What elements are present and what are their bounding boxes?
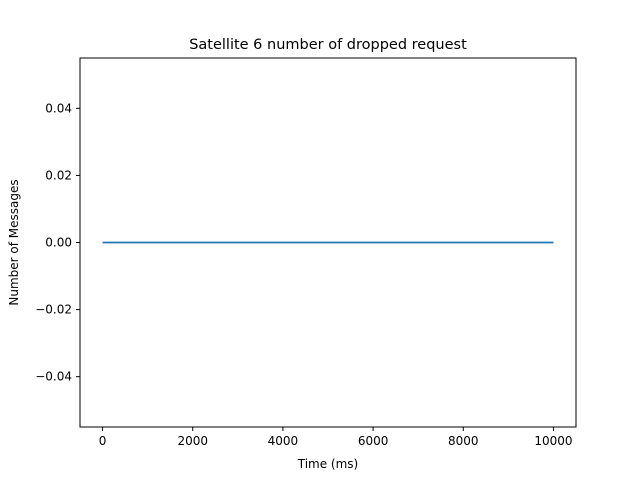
chart-title: Satellite 6 number of dropped request — [189, 37, 467, 53]
x-tick-label: 0 — [99, 434, 107, 448]
y-tick-label: 0.02 — [45, 168, 72, 182]
x-tick-label: 2000 — [177, 434, 208, 448]
y-tick-label: 0.04 — [45, 101, 72, 115]
x-axis-label: Time (ms) — [297, 457, 359, 471]
x-axis: 0 2000 4000 6000 8000 10000 — [99, 427, 573, 448]
x-tick-label: 6000 — [358, 434, 389, 448]
x-tick-label: 8000 — [448, 434, 479, 448]
y-tick-label: 0.00 — [45, 236, 72, 250]
y-tick-label: −0.02 — [35, 303, 72, 317]
y-axis: −0.04 −0.02 0.00 0.02 0.04 — [35, 101, 80, 384]
x-tick-label: 4000 — [268, 434, 299, 448]
x-tick-label: 10000 — [534, 434, 572, 448]
y-tick-label: −0.04 — [35, 370, 72, 384]
y-axis-label: Number of Messages — [7, 179, 21, 305]
